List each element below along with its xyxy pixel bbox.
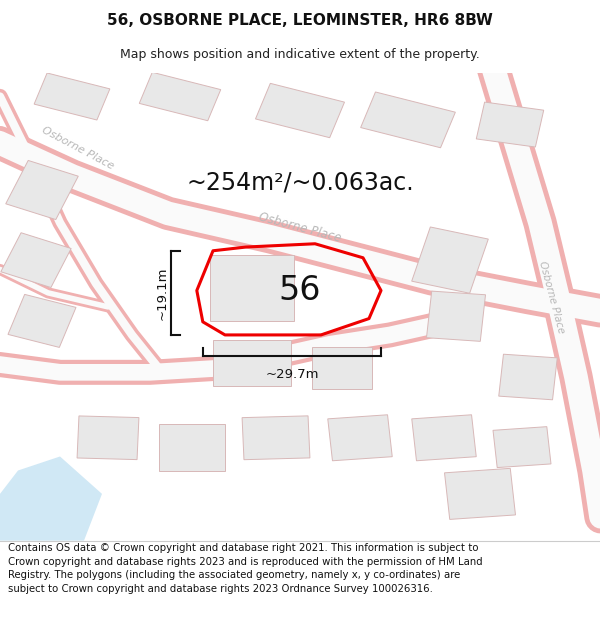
Bar	[159, 424, 225, 471]
Text: Contains OS data © Crown copyright and database right 2021. This information is : Contains OS data © Crown copyright and d…	[8, 543, 482, 594]
Text: ~29.7m: ~29.7m	[265, 368, 319, 381]
Bar	[77, 416, 139, 459]
Bar	[412, 227, 488, 293]
Text: Map shows position and indicative extent of the property.: Map shows position and indicative extent…	[120, 48, 480, 61]
Text: ~19.1m: ~19.1m	[155, 266, 169, 319]
Bar	[256, 83, 344, 138]
Bar	[493, 427, 551, 468]
Bar	[213, 339, 291, 386]
Text: 56: 56	[279, 274, 321, 307]
Bar	[6, 161, 78, 219]
Bar	[139, 72, 221, 121]
Text: ~254m²/~0.063ac.: ~254m²/~0.063ac.	[186, 171, 414, 195]
Bar	[445, 468, 515, 519]
Bar	[1, 232, 71, 288]
Bar	[210, 256, 294, 321]
Text: Osborne Place: Osborne Place	[257, 210, 343, 244]
Bar	[312, 347, 372, 389]
Text: Osborne Place: Osborne Place	[538, 260, 566, 335]
Bar	[412, 415, 476, 461]
Bar	[476, 102, 544, 147]
Bar	[328, 415, 392, 461]
Bar	[499, 354, 557, 400]
Text: 56, OSBORNE PLACE, LEOMINSTER, HR6 8BW: 56, OSBORNE PLACE, LEOMINSTER, HR6 8BW	[107, 13, 493, 28]
Bar	[361, 92, 455, 148]
Bar	[427, 291, 485, 341]
Bar	[8, 294, 76, 348]
Bar	[242, 416, 310, 460]
Bar	[34, 73, 110, 120]
Text: Osborne Place: Osborne Place	[40, 125, 116, 171]
Polygon shape	[0, 456, 102, 541]
